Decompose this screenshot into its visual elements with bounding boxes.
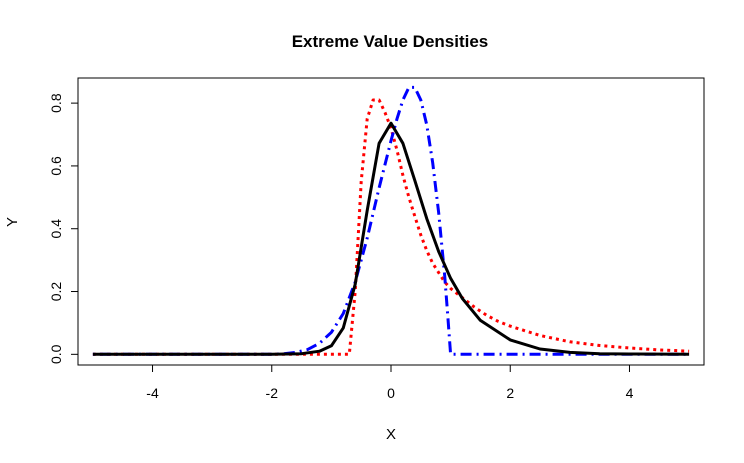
series-line-3 xyxy=(92,121,690,356)
plot-box xyxy=(77,77,705,366)
x-tick-label: 2 xyxy=(506,385,514,401)
x-axis-label: X xyxy=(386,426,396,443)
y-tick-label: 0.6 xyxy=(48,156,64,176)
series-layer xyxy=(92,85,690,356)
y-axis: 0.0 0.2 0.4 0.6 0.8 xyxy=(48,93,79,364)
x-tick-label: 4 xyxy=(626,385,634,401)
chart-title: Extreme Value Densities xyxy=(292,32,489,51)
x-tick-label: 0 xyxy=(387,385,395,401)
y-axis-label: Y xyxy=(4,217,21,227)
y-tick-label: 0.0 xyxy=(48,344,64,364)
x-tick-label: -4 xyxy=(146,385,159,401)
x-tick-label: -2 xyxy=(266,385,279,401)
x-axis: -4 -2 0 2 4 xyxy=(146,364,634,401)
y-tick-label: 0.4 xyxy=(48,219,64,239)
y-tick-label: 0.8 xyxy=(48,93,64,113)
y-tick-label: 0.2 xyxy=(48,282,64,302)
series-line-1 xyxy=(92,98,690,356)
